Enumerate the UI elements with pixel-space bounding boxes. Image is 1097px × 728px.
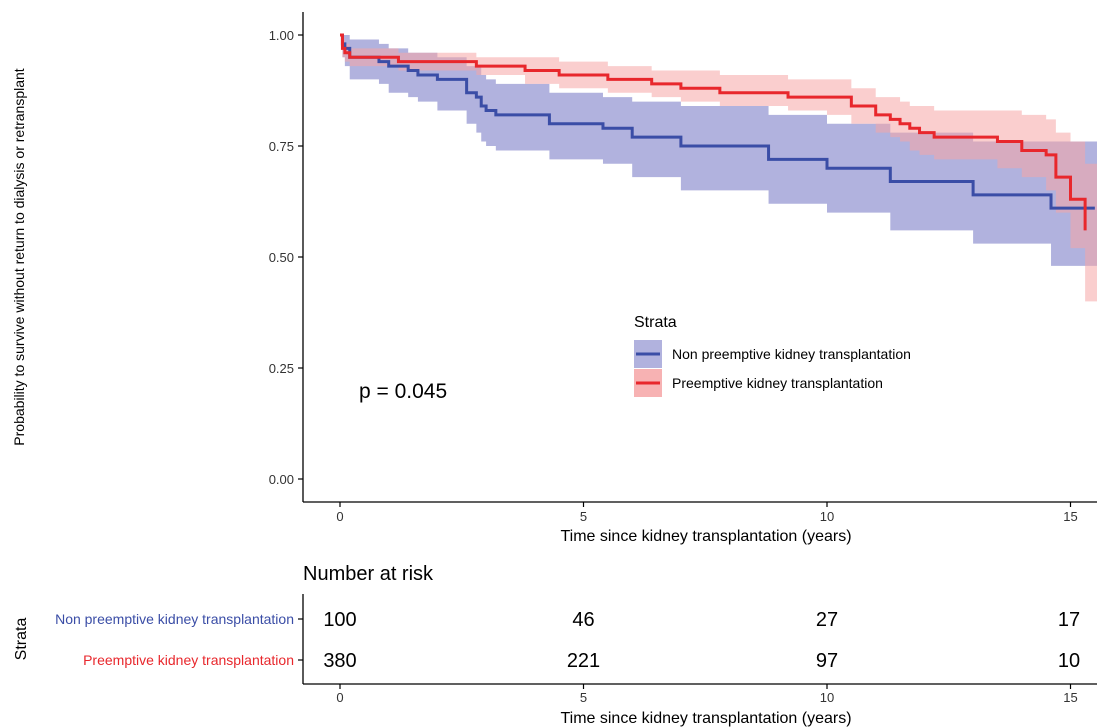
risk-count: 46 [572,609,594,631]
risk-count: 27 [816,609,838,631]
risk-table-x-ticks: 0 5 10 15 [336,684,1078,705]
y-tick-label: 1.00 [269,28,294,43]
x-ticks: 0 5 10 15 [336,502,1078,524]
risk-table-x-tick-label: 15 [1063,690,1077,705]
y-tick-label: 0.75 [269,139,294,154]
y-tick-label: 0.50 [269,250,294,265]
p-value-annotation: p = 0.045 [359,380,447,403]
risk-table: Number at risk Strata Non preemptive kid… [13,563,1097,727]
risk-table-row-label: Preemptive kidney transplantation [83,652,294,668]
confidence-band-non-preemptive [340,35,1097,266]
y-tick-label: 0.25 [269,361,294,376]
main-axes: 0.00 0.25 0.50 0.75 1.00 0 5 10 15 Time since k… [11,12,1097,545]
legend-item-preemptive: Preemptive kidney transplantation [634,369,883,397]
legend-label-non-preemptive: Non preemptive kidney transplantation [672,346,911,362]
risk-table-strata-label: Strata [13,618,30,661]
risk-table-x-axis-label: Time since kidney transplantation (years… [560,710,851,727]
legend: Strata Non preemptive kidney transplanta… [634,314,911,397]
survival-curve-non-preemptive [340,33,1095,210]
risk-count: 221 [567,650,600,672]
risk-count: 100 [323,609,356,631]
risk-count: 17 [1058,609,1080,631]
legend-label-preemptive: Preemptive kidney transplantation [672,375,883,391]
survival-curve-preemptive [340,33,1087,231]
x-axis-label: Time since kidney transplantation (years… [560,528,851,545]
risk-table-x-tick-label: 0 [336,690,343,705]
risk-table-title: Number at risk [303,563,434,585]
risk-count: 380 [323,650,356,672]
x-tick-label: 5 [580,509,587,524]
risk-table-rows: Non preemptive kidney transplantation 100… [55,609,1080,672]
survival-curves [340,33,1095,231]
x-tick-label: 15 [1063,509,1077,524]
risk-table-row-label: Non preemptive kidney transplantation [55,611,294,627]
confidence-bands [340,35,1097,302]
legend-item-non-preemptive: Non preemptive kidney transplantation [634,340,911,368]
y-axis-label: Probability to survive without return to… [11,68,27,446]
risk-count: 10 [1058,650,1080,672]
confidence-band-preemptive [340,35,1097,302]
y-tick-label: 0.00 [269,472,294,487]
plot-area [340,33,1097,302]
y-ticks: 0.00 0.25 0.50 0.75 1.00 [269,28,303,487]
legend-title: Strata [634,314,677,331]
x-tick-label: 10 [820,509,834,524]
x-tick-label: 0 [336,509,343,524]
risk-table-x-tick-label: 5 [580,690,587,705]
risk-count: 97 [816,650,838,672]
risk-table-x-tick-label: 10 [820,690,834,705]
